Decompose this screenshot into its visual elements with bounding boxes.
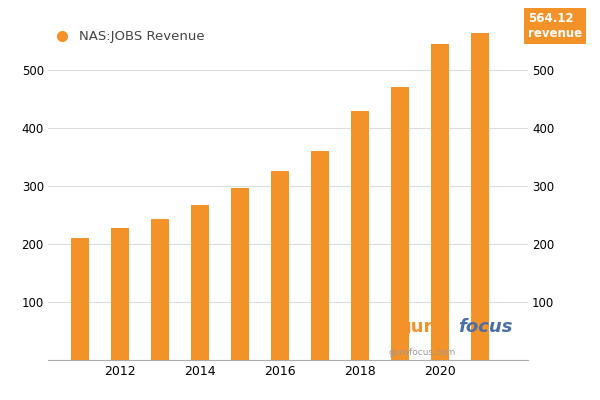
Bar — [431, 44, 449, 360]
Text: 564.12
revenue: 564.12 revenue — [528, 12, 582, 40]
Text: focus: focus — [458, 318, 513, 336]
Bar — [271, 172, 289, 360]
Bar — [71, 238, 89, 360]
Bar — [151, 219, 169, 360]
Bar — [191, 204, 209, 360]
Text: NAS:JOBS Revenue: NAS:JOBS Revenue — [79, 30, 205, 43]
Text: guru: guru — [398, 318, 446, 336]
Bar — [111, 228, 129, 360]
Bar — [351, 110, 369, 360]
Bar — [391, 87, 409, 360]
Bar — [231, 188, 249, 360]
Text: gurufocus.com: gurufocus.com — [389, 348, 456, 356]
Bar — [311, 151, 329, 360]
Bar — [471, 33, 489, 360]
